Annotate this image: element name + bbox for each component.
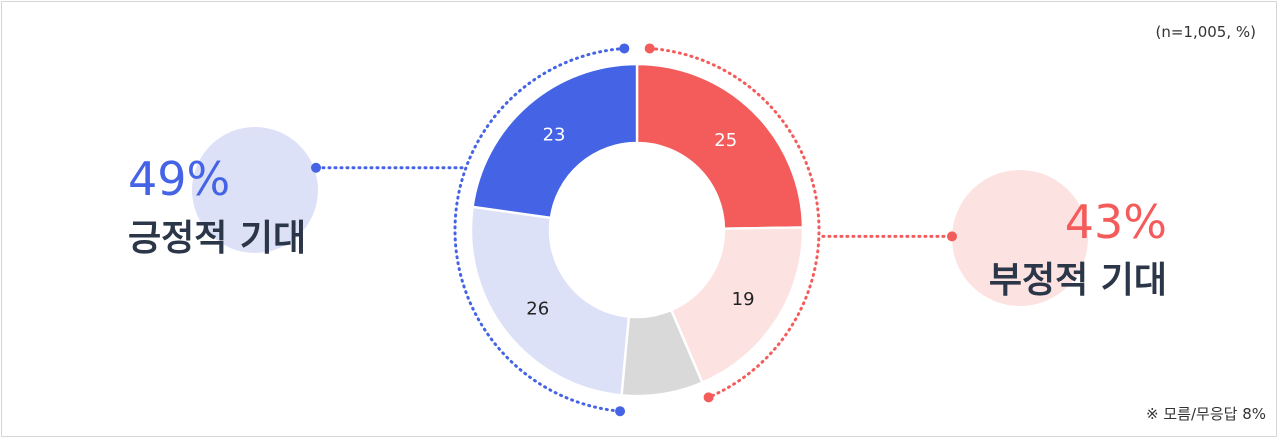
negative-bg-circle (952, 170, 1088, 306)
sample-size-note: (n=1,005, %) (1155, 23, 1256, 41)
donut-slice-1 (669, 226, 805, 385)
positive-arc-dot-end (615, 406, 626, 417)
negative-percent: 43% (1065, 195, 1167, 249)
positive-group-arc (453, 46, 626, 413)
negative-arc-dot-start (644, 43, 655, 54)
slice-label-4: 23 (543, 125, 566, 146)
slice-label-0: 25 (714, 130, 737, 151)
positive-arc-dot-start (619, 43, 630, 54)
group-arcs (311, 43, 957, 417)
negative-arc-dot-end (703, 392, 714, 403)
positive-bg-circle (192, 127, 318, 253)
negative-group-arc (648, 46, 821, 399)
negative-label: 부정적 기대 (989, 260, 1167, 301)
negative-connector-dot (947, 231, 957, 242)
positive-percent: 49% (128, 152, 230, 206)
positive-label: 긍정적 기대 (128, 218, 306, 259)
donut-slice-4 (471, 62, 639, 220)
slice-label-1: 19 (732, 289, 755, 310)
dont-know-note: ※ 모름/무응답 8% (1146, 405, 1266, 423)
donut-slice-3 (469, 205, 631, 397)
slice-label-3: 26 (526, 298, 549, 319)
donut-slices (469, 62, 805, 398)
positive-connector-dot (311, 162, 321, 173)
donut-slice-labels: 25 19 26 23 (526, 125, 754, 320)
donut-slice-0 (635, 62, 805, 230)
